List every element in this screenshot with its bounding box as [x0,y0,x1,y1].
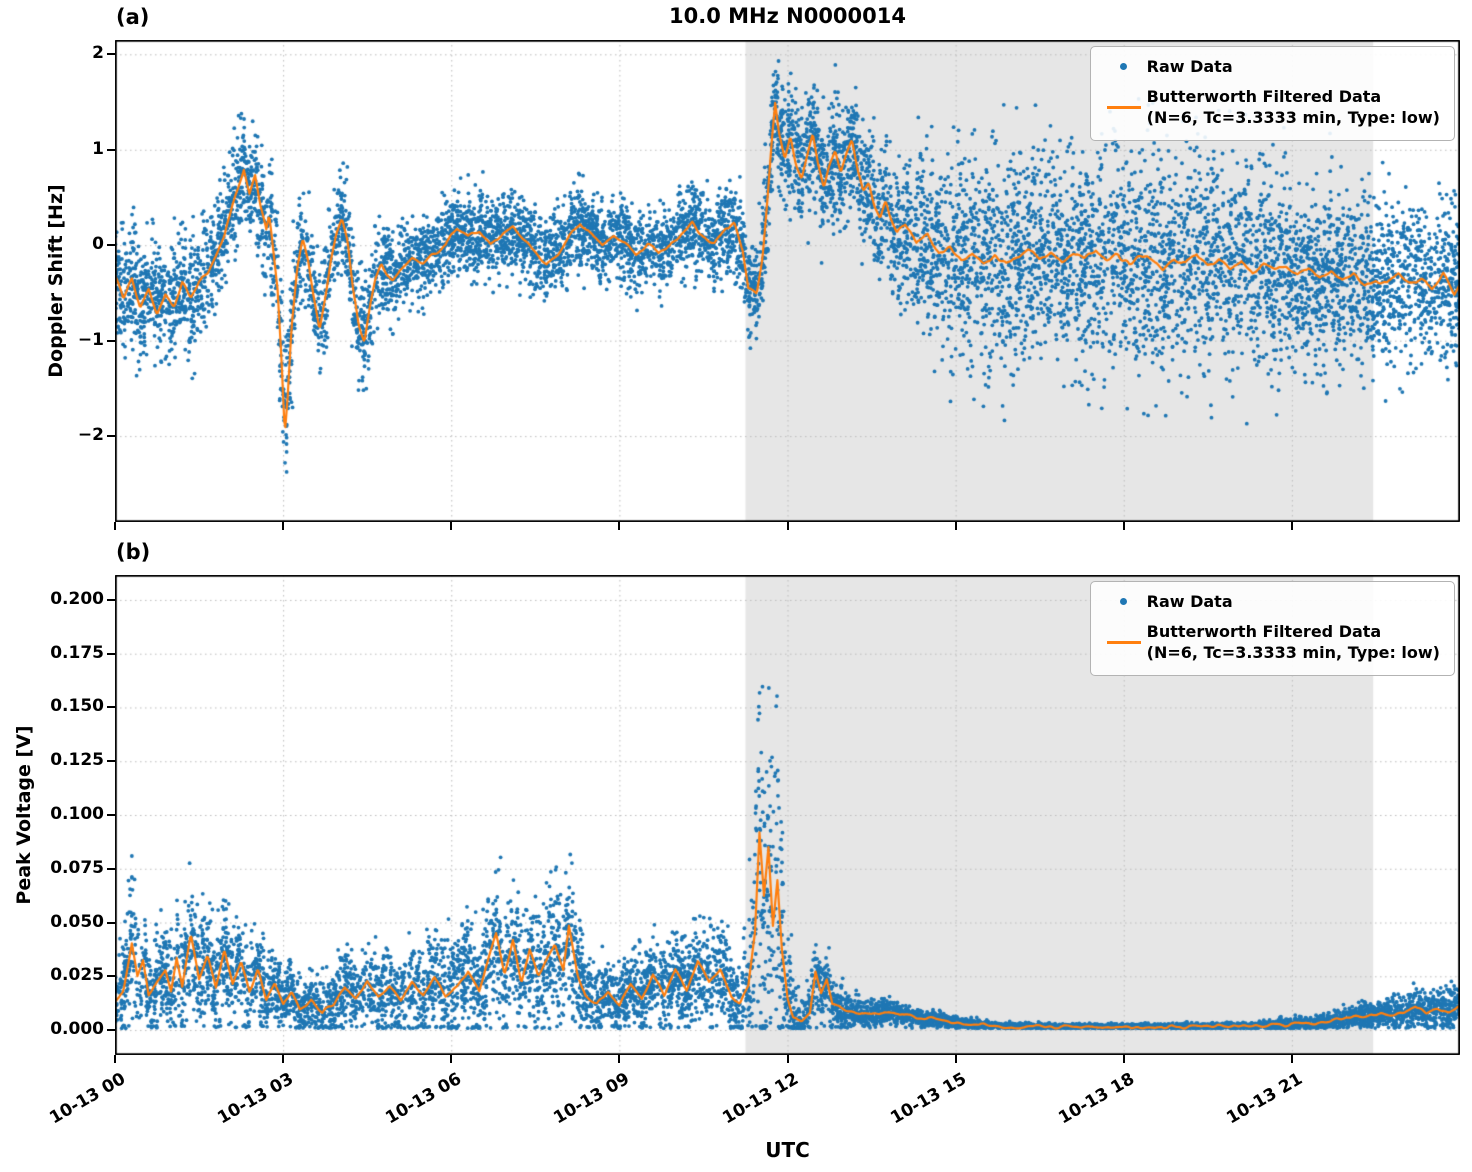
y-tick-mark [107,53,115,56]
x-tick-mark [1290,522,1293,530]
y-tick-label: −1 [77,329,104,350]
y-tick-label: 0.125 [50,750,104,771]
legend-entry-filtered: Butterworth Filtered Data (N=6, Tc=3.3333… [1101,621,1440,664]
legend-panel-a: Raw Data Butterworth Filtered Data (N=6, … [1089,46,1455,141]
y-tick-label: 0.100 [50,804,104,824]
y-tick-mark [107,760,115,763]
legend-filtered-text: Butterworth Filtered Data (N=6, Tc=3.3333… [1147,621,1440,664]
panel-a-label: (a) [116,5,150,29]
y-tick-label: 0 [92,234,104,255]
y-tick-mark [107,598,115,601]
legend-filtered-sublabel: (N=6, Tc=3.3333 min, Type: low) [1146,643,1440,663]
legend-filtered-label: Butterworth Filtered Data [1146,621,1382,641]
y-tick-mark [107,652,115,655]
x-tick-mark [114,522,116,530]
legend-raw-label: Raw Data [1146,57,1233,76]
filtered-line-marker-icon [1101,105,1147,109]
y-tick-mark [107,435,115,438]
y-tick-mark [107,706,115,709]
y-tick-mark [107,867,115,870]
y-tick-mark [107,244,115,247]
y-tick-label: 1 [92,138,104,159]
y-tick-label: −2 [77,425,104,446]
x-axis-label: UTC [765,1138,810,1162]
y-tick-mark [107,921,115,924]
y-tick-label: 0.200 [50,588,104,609]
x-tick-mark [1122,522,1125,530]
raw-data-marker-icon [1101,63,1147,71]
raw-data-marker-icon [1101,598,1147,606]
legend-raw-label: Raw Data [1146,592,1233,611]
legend-entry-filtered: Butterworth Filtered Data (N=6, Tc=3.3333… [1101,86,1440,129]
y-tick-label: 0.050 [50,911,104,932]
legend-panel-b: Raw Data Butterworth Filtered Data (N=6, … [1089,581,1455,676]
x-tick-mark [1290,1055,1293,1063]
x-tick-mark [1122,1055,1125,1063]
x-tick-mark [954,522,957,530]
x-tick-mark [954,1055,957,1063]
y-tick-label: 2 [92,43,104,64]
y-tick-mark [107,148,115,151]
x-tick-mark [786,522,789,530]
x-tick-label: 10-13 00 [46,1069,129,1129]
x-tick-mark [450,522,453,530]
x-tick-mark [282,1055,285,1063]
x-tick-mark [786,1055,789,1063]
legend-filtered-label: Butterworth Filtered Data [1146,86,1382,106]
y-tick-mark [107,1029,115,1032]
y-tick-mark [107,814,115,816]
y-tick-mark [107,339,115,342]
x-tick-mark [618,1055,621,1063]
panel-b-label: (b) [116,540,151,564]
figure-title: 10.0 MHz N0000014 [669,4,906,28]
y-tick-label: 0.075 [50,857,104,878]
y-tick-label: 0.150 [50,696,104,717]
y-tick-label: 0.025 [50,965,104,986]
x-tick-mark [114,1055,116,1063]
y-tick-label: 0.175 [50,642,104,663]
legend-filtered-sublabel: (N=6, Tc=3.3333 min, Type: low) [1146,108,1440,128]
legend-entry-raw: Raw Data [1101,56,1440,78]
y-tick-label: 0.000 [50,1019,104,1040]
x-tick-mark [450,1055,453,1063]
x-tick-mark [618,522,621,530]
x-tick-mark [282,522,285,530]
filtered-line-marker-icon [1101,640,1147,644]
y-tick-mark [107,975,115,978]
legend-filtered-text: Butterworth Filtered Data (N=6, Tc=3.3333… [1147,86,1440,129]
legend-entry-raw: Raw Data [1101,591,1440,613]
